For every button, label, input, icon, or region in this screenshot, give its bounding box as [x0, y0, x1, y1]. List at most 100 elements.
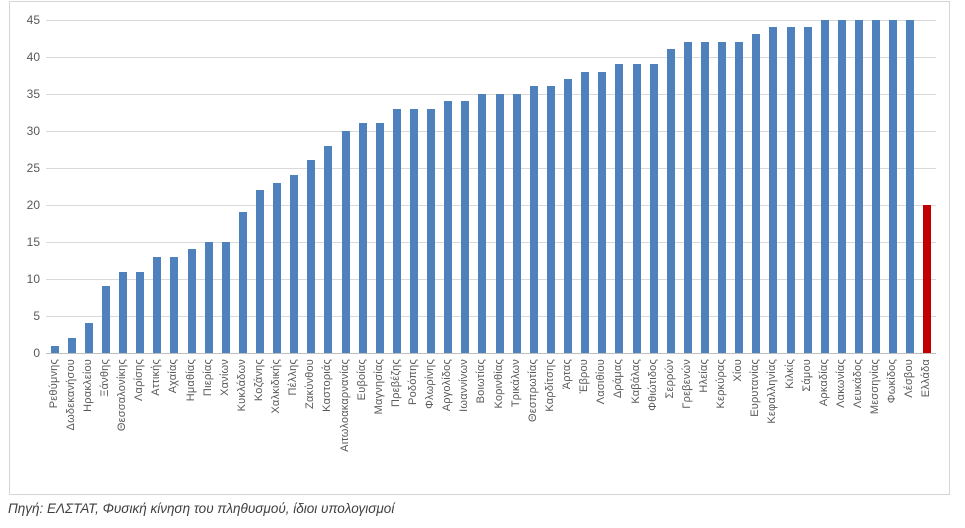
- gridline: [46, 167, 936, 169]
- bar: [529, 86, 538, 353]
- x-axis-category-label: Φλωρίνης: [424, 359, 437, 409]
- x-axis-category-label: Χίου: [732, 359, 745, 382]
- x-axis-category-label: Κερκύρας: [715, 359, 728, 409]
- bar: [666, 49, 675, 353]
- gridline: [46, 19, 936, 21]
- bar: [341, 130, 350, 353]
- bar: [495, 93, 504, 353]
- x-axis-category-label: Λασιθίου: [595, 359, 608, 405]
- x-axis-category-label: Λέσβου: [903, 359, 916, 398]
- x-axis-category-label: Κιλκίς: [783, 359, 796, 389]
- x-axis-category-label: Πέλλης: [287, 359, 300, 396]
- gridline: [46, 278, 936, 280]
- bar: [273, 182, 282, 353]
- y-axis-tick-label: 5: [33, 309, 40, 323]
- source-note: Πηγή: ΕΛΣΤΑΤ, Φυσική κίνηση του πληθυσμο…: [8, 501, 395, 516]
- bar: [427, 108, 436, 353]
- bar: [546, 86, 555, 353]
- x-axis-category-label: Ξάνθης: [98, 359, 111, 397]
- x-axis-category-label: Λαρίσης: [133, 359, 146, 402]
- bar: [752, 34, 761, 353]
- x-axis-category-label: Καβάλας: [629, 359, 642, 404]
- bar: [67, 338, 76, 353]
- x-axis-category-label: Σάμου: [800, 359, 813, 392]
- x-axis-category-label: Ηλείας: [697, 359, 710, 393]
- y-axis-tick-label: 25: [26, 160, 40, 175]
- bar: [855, 19, 863, 353]
- bar: [410, 108, 418, 353]
- x-axis-category-label: Γρεβενών: [680, 359, 693, 409]
- bar: [512, 93, 521, 353]
- bar: [700, 41, 709, 353]
- gridline: [46, 204, 936, 206]
- x-axis-category-label: Λευκάδος: [852, 359, 864, 409]
- gridline: [46, 241, 936, 243]
- gridline: [46, 130, 936, 132]
- gridline: [46, 93, 936, 95]
- bar: [786, 27, 795, 353]
- bar: [84, 323, 93, 353]
- bar: [872, 19, 881, 353]
- x-axis-category-label: Κυκλάδων: [235, 359, 248, 412]
- x-axis-category-label: Χανίων: [218, 359, 231, 396]
- bar: [153, 256, 162, 353]
- x-axis-category-label: Αιτωλοακαρνανίας: [338, 359, 351, 452]
- bar: [221, 241, 230, 353]
- gridline: [46, 56, 936, 58]
- bar: [735, 41, 744, 353]
- bar: [392, 108, 401, 353]
- x-axis-category-label: Ροδόπης: [407, 359, 419, 405]
- x-axis-category-label: Αχαίας: [167, 359, 180, 394]
- y-axis-tick-label: 20: [26, 197, 40, 212]
- x-axis-category-label: Λακωνίας: [834, 359, 847, 408]
- x-axis-category-label: Πιερίας: [201, 359, 214, 397]
- x-axis-category-label: Σερρών: [663, 359, 676, 399]
- x-axis-category-label: Έβρου: [578, 359, 591, 394]
- x-axis-category-label: Φωκίδος: [886, 359, 899, 404]
- bar: [615, 64, 624, 353]
- bar: [307, 160, 316, 353]
- bar: [769, 27, 778, 353]
- x-axis-category-label: Καρδίτσης: [543, 359, 556, 412]
- x-axis-category-label: Ρεθύμνης: [47, 359, 60, 409]
- bar: [803, 27, 812, 353]
- x-axis-category-label: Ευρυτανίας: [749, 359, 762, 417]
- x-axis-category-label: Ζακύνθου: [304, 359, 317, 409]
- bar: [50, 345, 59, 353]
- x-axis-category-label: Βοιωτίας: [475, 359, 488, 404]
- gridline: [46, 316, 936, 317]
- bar: [718, 41, 727, 353]
- x-axis-category-label: Κορινθίας: [492, 359, 505, 409]
- bar: [889, 19, 898, 353]
- bar: [136, 271, 145, 353]
- bar: [837, 19, 846, 353]
- bar: [683, 41, 692, 353]
- x-axis-category-label: Ελλάδα: [920, 359, 933, 398]
- bar: [649, 64, 658, 353]
- x-axis-category-label: Θεσπρωτίας: [526, 359, 539, 422]
- y-axis-tick-label: 15: [26, 234, 40, 249]
- plot-area: 0 5 10 15 20 25 30 35 40 45 Ρεθύμνης Δωδεκανήσου Ηρα…: [10, 2, 949, 494]
- x-axis-category-label: Άρτας: [561, 359, 573, 390]
- bar-chart-frame: 0 5 10 15 20 25 30 35 40 45 Ρεθύμνης Δωδεκανήσου Ηρα…: [9, 1, 950, 495]
- bar: [598, 71, 607, 353]
- bar: [375, 123, 384, 353]
- bar: [290, 175, 299, 353]
- x-axis-category-label: Κοζάνης: [252, 359, 265, 402]
- x-axis-category-label: Ημαθίας: [184, 359, 197, 402]
- x-axis-category-label: Δράμας: [612, 359, 625, 399]
- y-axis-tick-label: 30: [26, 123, 40, 138]
- y-axis-tick-label: 35: [26, 86, 40, 101]
- x-axis-category-label: Θεσσαλονίκης: [116, 359, 128, 432]
- bar: [255, 190, 264, 353]
- x-axis-category-label: Καστοριάς: [321, 359, 334, 412]
- bar: [101, 286, 110, 353]
- x-axis-category-label: Πρεβέζης: [389, 359, 402, 408]
- x-axis-category-label: Μαγνησίας: [372, 359, 385, 415]
- x-axis-category-label: Χαλκιδικής: [270, 359, 283, 414]
- y-axis-tick-label: 0: [33, 346, 40, 360]
- bar: [204, 241, 213, 353]
- x-axis-category-label: Ιωαννίνων: [458, 359, 471, 412]
- bar: [444, 101, 453, 353]
